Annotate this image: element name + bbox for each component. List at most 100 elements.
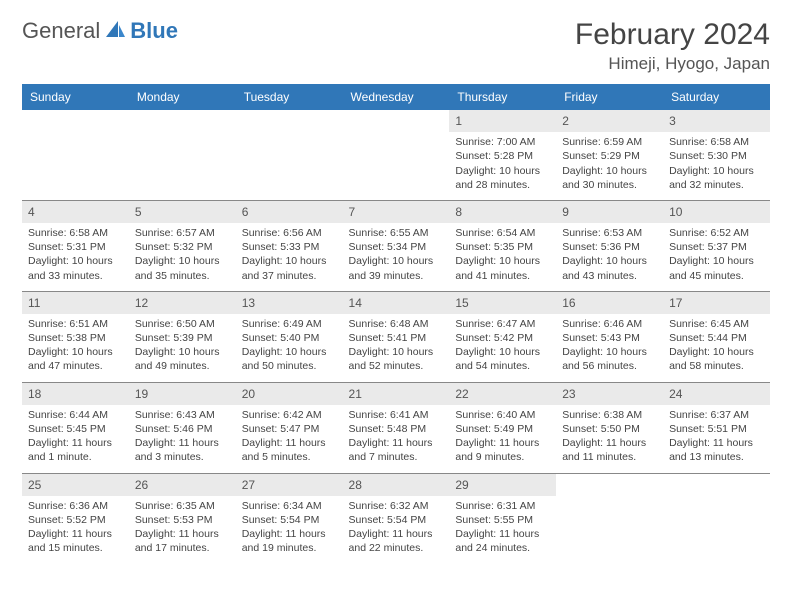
weekday-header: Friday: [556, 84, 663, 110]
day-number: 4: [22, 201, 129, 223]
calendar-cell: 5Sunrise: 6:57 AMSunset: 5:32 PMDaylight…: [129, 200, 236, 291]
daylight-line: Daylight: 10 hours and 49 minutes.: [135, 345, 230, 373]
calendar-cell: 21Sunrise: 6:41 AMSunset: 5:48 PMDayligh…: [343, 382, 450, 473]
weekday-header: Thursday: [449, 84, 556, 110]
calendar-cell: 17Sunrise: 6:45 AMSunset: 5:44 PMDayligh…: [663, 291, 770, 382]
sunset-line: Sunset: 5:48 PM: [349, 422, 444, 436]
day-body: Sunrise: 6:55 AMSunset: 5:34 PMDaylight:…: [343, 223, 450, 291]
day-number: 16: [556, 292, 663, 314]
day-body: Sunrise: 6:31 AMSunset: 5:55 PMDaylight:…: [449, 496, 556, 564]
sunset-line: Sunset: 5:33 PM: [242, 240, 337, 254]
calendar-cell: 28Sunrise: 6:32 AMSunset: 5:54 PMDayligh…: [343, 473, 450, 563]
day-number: 28: [343, 474, 450, 496]
logo-text-general: General: [22, 18, 100, 44]
day-body: Sunrise: 6:58 AMSunset: 5:30 PMDaylight:…: [663, 132, 770, 200]
sunrise-line: Sunrise: 6:46 AM: [562, 317, 657, 331]
title-block: February 2024 Himeji, Hyogo, Japan: [575, 18, 770, 74]
sunset-line: Sunset: 5:35 PM: [455, 240, 550, 254]
month-title: February 2024: [575, 18, 770, 52]
sunrise-line: Sunrise: 6:53 AM: [562, 226, 657, 240]
sunrise-line: Sunrise: 6:45 AM: [669, 317, 764, 331]
day-body: Sunrise: 6:47 AMSunset: 5:42 PMDaylight:…: [449, 314, 556, 382]
day-number: 9: [556, 201, 663, 223]
sunrise-line: Sunrise: 6:50 AM: [135, 317, 230, 331]
daylight-line: Daylight: 10 hours and 28 minutes.: [455, 164, 550, 192]
day-body: Sunrise: 6:32 AMSunset: 5:54 PMDaylight:…: [343, 496, 450, 564]
sunset-line: Sunset: 5:44 PM: [669, 331, 764, 345]
calendar-cell: 19Sunrise: 6:43 AMSunset: 5:46 PMDayligh…: [129, 382, 236, 473]
calendar-cell: 14Sunrise: 6:48 AMSunset: 5:41 PMDayligh…: [343, 291, 450, 382]
day-number: 29: [449, 474, 556, 496]
sunrise-line: Sunrise: 6:40 AM: [455, 408, 550, 422]
calendar-cell: ..: [343, 110, 450, 200]
calendar-header-row: SundayMondayTuesdayWednesdayThursdayFrid…: [22, 84, 770, 110]
sunrise-line: Sunrise: 6:38 AM: [562, 408, 657, 422]
daylight-line: Daylight: 10 hours and 39 minutes.: [349, 254, 444, 282]
day-body: Sunrise: 6:57 AMSunset: 5:32 PMDaylight:…: [129, 223, 236, 291]
daylight-line: Daylight: 10 hours and 50 minutes.: [242, 345, 337, 373]
calendar-cell: 26Sunrise: 6:35 AMSunset: 5:53 PMDayligh…: [129, 473, 236, 563]
day-number: 20: [236, 383, 343, 405]
sunset-line: Sunset: 5:53 PM: [135, 513, 230, 527]
day-number: 6: [236, 201, 343, 223]
location: Himeji, Hyogo, Japan: [575, 54, 770, 74]
sunset-line: Sunset: 5:41 PM: [349, 331, 444, 345]
logo-text-blue: Blue: [130, 18, 178, 44]
day-number: 15: [449, 292, 556, 314]
day-body: Sunrise: 6:50 AMSunset: 5:39 PMDaylight:…: [129, 314, 236, 382]
day-body: Sunrise: 6:37 AMSunset: 5:51 PMDaylight:…: [663, 405, 770, 473]
day-number: 21: [343, 383, 450, 405]
calendar-cell: 4Sunrise: 6:58 AMSunset: 5:31 PMDaylight…: [22, 200, 129, 291]
weekday-header: Tuesday: [236, 84, 343, 110]
sunrise-line: Sunrise: 6:36 AM: [28, 499, 123, 513]
day-body: Sunrise: 6:51 AMSunset: 5:38 PMDaylight:…: [22, 314, 129, 382]
calendar-cell: 22Sunrise: 6:40 AMSunset: 5:49 PMDayligh…: [449, 382, 556, 473]
sunset-line: Sunset: 5:31 PM: [28, 240, 123, 254]
calendar-cell: 1 Sunrise: 7:00 AMSunset: 5:28 PMDaylight…: [449, 110, 556, 200]
sunrise-line: Sunrise: 6:42 AM: [242, 408, 337, 422]
calendar-cell: ..: [663, 473, 770, 563]
daylight-line: Daylight: 11 hours and 17 minutes.: [135, 527, 230, 555]
calendar-cell: ..: [129, 110, 236, 200]
day-body: Sunrise: 6:43 AMSunset: 5:46 PMDaylight:…: [129, 405, 236, 473]
sunset-line: Sunset: 5:46 PM: [135, 422, 230, 436]
sunset-line: Sunset: 5:39 PM: [135, 331, 230, 345]
sunset-line: Sunset: 5:34 PM: [349, 240, 444, 254]
calendar-cell: 20Sunrise: 6:42 AMSunset: 5:47 PMDayligh…: [236, 382, 343, 473]
sunrise-line: Sunrise: 6:43 AM: [135, 408, 230, 422]
day-number: 27: [236, 474, 343, 496]
daylight-line: Daylight: 11 hours and 13 minutes.: [669, 436, 764, 464]
day-body: Sunrise: 6:56 AMSunset: 5:33 PMDaylight:…: [236, 223, 343, 291]
day-number: 24: [663, 383, 770, 405]
day-body: Sunrise: 6:34 AMSunset: 5:54 PMDaylight:…: [236, 496, 343, 564]
daylight-line: Daylight: 10 hours and 30 minutes.: [562, 164, 657, 192]
sunset-line: Sunset: 5:28 PM: [455, 149, 550, 163]
calendar-cell: 8Sunrise: 6:54 AMSunset: 5:35 PMDaylight…: [449, 200, 556, 291]
day-number: 22: [449, 383, 556, 405]
sunset-line: Sunset: 5:40 PM: [242, 331, 337, 345]
sunrise-line: Sunrise: 7:00 AM: [455, 135, 550, 149]
sunset-line: Sunset: 5:32 PM: [135, 240, 230, 254]
sunset-line: Sunset: 5:51 PM: [669, 422, 764, 436]
calendar-body: ........1Sunrise: 7:00 AMSunset: 5:28 PM…: [22, 110, 770, 563]
sunset-line: Sunset: 5:52 PM: [28, 513, 123, 527]
day-body: Sunrise: 6:53 AMSunset: 5:36 PMDaylight:…: [556, 223, 663, 291]
sunset-line: Sunset: 5:47 PM: [242, 422, 337, 436]
day-number: 7: [343, 201, 450, 223]
daylight-line: Daylight: 10 hours and 52 minutes.: [349, 345, 444, 373]
day-number: 18: [22, 383, 129, 405]
sunrise-line: Sunrise: 6:37 AM: [669, 408, 764, 422]
day-body: Sunrise: 6:58 AMSunset: 5:31 PMDaylight:…: [22, 223, 129, 291]
daylight-line: Daylight: 10 hours and 47 minutes.: [28, 345, 123, 373]
day-number: 25: [22, 474, 129, 496]
day-body: Sunrise: 6:35 AMSunset: 5:53 PMDaylight:…: [129, 496, 236, 564]
header: General Blue February 2024 Himeji, Hyogo…: [22, 18, 770, 74]
day-body: Sunrise: 6:38 AMSunset: 5:50 PMDaylight:…: [556, 405, 663, 473]
day-number: 2: [556, 110, 663, 132]
day-body: Sunrise: 6:42 AMSunset: 5:47 PMDaylight:…: [236, 405, 343, 473]
day-body: Sunrise: 6:41 AMSunset: 5:48 PMDaylight:…: [343, 405, 450, 473]
sunrise-line: Sunrise: 6:52 AM: [669, 226, 764, 240]
sunrise-line: Sunrise: 6:41 AM: [349, 408, 444, 422]
day-number: 1: [449, 110, 556, 132]
daylight-line: Daylight: 11 hours and 3 minutes.: [135, 436, 230, 464]
